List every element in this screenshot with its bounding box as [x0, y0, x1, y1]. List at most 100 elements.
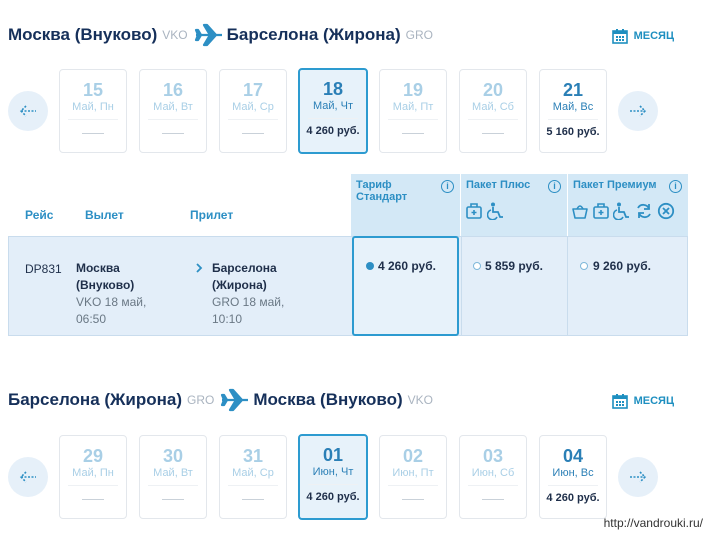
day-label: Май, Вс	[552, 101, 594, 113]
info-icon[interactable]: i	[548, 180, 561, 193]
return-to-code: VKO	[407, 393, 433, 407]
outbound-from-code: VKO	[162, 28, 188, 42]
info-icon[interactable]: i	[441, 180, 454, 193]
outbound-day-19[interactable]: 19 Май, Пт	[379, 69, 447, 153]
divider	[308, 484, 358, 485]
divider	[461, 237, 462, 335]
divider	[548, 119, 598, 120]
day-number: 21	[562, 80, 584, 100]
outbound-day-17[interactable]: 17 Май, Ср	[219, 69, 287, 153]
divider	[308, 118, 358, 119]
calendar-icon	[611, 394, 628, 409]
watermark-url: http://vandrouki.ru/	[603, 516, 703, 530]
return-prev-week-button[interactable]	[8, 457, 48, 497]
chevron-right-icon	[196, 263, 203, 273]
day-label: Июн, Пт	[392, 467, 434, 479]
outbound-month-button[interactable]: МЕСЯЦ	[611, 28, 674, 44]
outbound-to-city: Барселона (Жирона)	[226, 25, 401, 44]
divider	[228, 485, 278, 486]
day-number: 20	[482, 80, 504, 100]
departure-info: Москва (Внуково) VKO 18 май, 06:50	[76, 260, 146, 328]
outbound-day-16[interactable]: 16 Май, Вт	[139, 69, 207, 153]
outbound-day-20[interactable]: 20 Май, Сб	[459, 69, 527, 153]
day-label: Май, Чт	[312, 100, 354, 112]
return-from-city: Барселона (Жирона)	[8, 390, 183, 409]
day-label: Май, Вт	[153, 101, 193, 113]
day-label: Май, Ср	[232, 101, 274, 113]
day-number: 29	[82, 446, 104, 466]
calendar-icon	[611, 29, 628, 44]
arrival-time: 10:10	[212, 312, 243, 326]
no-price-dash	[162, 133, 184, 134]
outbound-route-title: Москва (Внуково) VKO Барселона (Жирона) …	[8, 20, 439, 50]
tariff-name: Тариф	[356, 179, 392, 191]
divider	[68, 119, 118, 120]
tariff-name: Пакет Плюс	[466, 179, 531, 191]
tariff-plus-header[interactable]: Пакет Плюс i	[461, 174, 567, 236]
outbound-to-code: GRO	[405, 28, 433, 42]
return-day-29[interactable]: 29 Май, Пн	[59, 435, 127, 519]
return-from-code: GRO	[187, 393, 215, 407]
divider	[388, 119, 438, 120]
luggage-icon	[466, 203, 482, 219]
no-price-dash	[402, 133, 424, 134]
day-number: 15	[82, 80, 104, 100]
wheelchair-icon	[613, 202, 629, 220]
day-price: 4 260 руб.	[306, 491, 360, 503]
outbound-month-label: МЕСЯЦ	[633, 30, 674, 42]
tariff-plus-radio[interactable]	[473, 262, 481, 270]
day-number: 18	[322, 79, 344, 99]
day-number: 04	[562, 446, 584, 466]
outbound-day-21[interactable]: 21 Май, Вс 5 160 руб.	[539, 69, 607, 153]
arrow-right-icon	[630, 471, 647, 483]
departure-city: Москва	[76, 261, 120, 275]
outbound-day-15[interactable]: 15 Май, Пн	[59, 69, 127, 153]
flight-number: DP831	[25, 262, 62, 276]
return-day-02[interactable]: 02 Июн, Пт	[379, 435, 447, 519]
arrival-city: Барселона	[212, 261, 277, 275]
return-next-week-button[interactable]	[618, 457, 658, 497]
no-price-dash	[82, 499, 104, 500]
exchange-icon	[637, 203, 651, 219]
no-price-dash	[82, 133, 104, 134]
tariff-standard-header[interactable]: Тариф Стандарт i	[351, 174, 460, 236]
tariff-standard-radio[interactable]	[366, 262, 374, 270]
return-day-03[interactable]: 03 Июн, Сб	[459, 435, 527, 519]
return-day-31[interactable]: 31 Май, Ср	[219, 435, 287, 519]
no-price-dash	[482, 133, 504, 134]
return-month-button[interactable]: МЕСЯЦ	[611, 393, 674, 409]
return-day-01-selected[interactable]: 01 Июн, Чт 4 260 руб.	[298, 434, 368, 520]
no-price-dash	[242, 499, 264, 500]
day-number: 17	[242, 80, 264, 100]
return-day-30[interactable]: 30 Май, Вт	[139, 435, 207, 519]
day-label: Май, Пт	[392, 101, 434, 113]
info-icon[interactable]: i	[669, 180, 682, 193]
day-label: Июн, Вс	[552, 467, 594, 479]
airplane-icon	[221, 388, 249, 412]
departure-time: 06:50	[76, 312, 107, 326]
day-number: 01	[322, 445, 344, 465]
day-label: Июн, Сб	[471, 467, 515, 479]
return-day-04[interactable]: 04 Июн, Вс 4 260 руб.	[539, 435, 607, 519]
divider	[388, 485, 438, 486]
day-price: 5 160 руб.	[546, 126, 600, 138]
day-label: Май, Пн	[72, 101, 114, 113]
tariff-premium-radio[interactable]	[580, 262, 588, 270]
divider	[228, 119, 278, 120]
tariff-standard-option-selected[interactable]	[352, 236, 459, 336]
divider	[148, 119, 198, 120]
tariff-name-line2: Стандарт	[356, 191, 408, 203]
tariff-premium-header[interactable]: Пакет Премиум i	[568, 174, 688, 236]
arrival-city-line2: (Жирона)	[212, 278, 267, 292]
day-number: 31	[242, 446, 264, 466]
outbound-prev-week-button[interactable]	[8, 91, 48, 131]
flight-row[interactable]	[8, 236, 688, 336]
column-departure: Вылет	[85, 208, 124, 222]
cancel-icon	[657, 202, 675, 220]
departure-city-line2: (Внуково)	[76, 278, 135, 292]
day-number: 02	[402, 446, 424, 466]
outbound-day-18-selected[interactable]: 18 Май, Чт 4 260 руб.	[298, 68, 368, 154]
no-price-dash	[242, 133, 264, 134]
outbound-next-week-button[interactable]	[618, 91, 658, 131]
outbound-from-city: Москва (Внуково)	[8, 25, 158, 44]
